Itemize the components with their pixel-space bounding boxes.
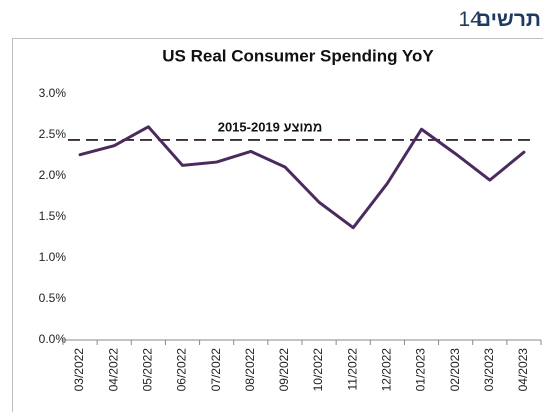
chart-title: US Real Consumer Spending YoY xyxy=(162,46,434,65)
y-tick-label: 2.5% xyxy=(39,127,67,141)
header: תרשים14 xyxy=(459,8,541,31)
x-tick-label: 11/2022 xyxy=(345,348,359,391)
x-tick-label: 05/2022 xyxy=(141,348,155,392)
y-tick-label: 0.0% xyxy=(39,332,67,346)
x-tick-label: 02/2023 xyxy=(448,348,462,392)
y-tick-label: 1.5% xyxy=(39,209,67,223)
x-tick-label: 04/2023 xyxy=(516,348,530,392)
y-tick-label: 1.0% xyxy=(39,250,67,264)
x-tick-label: 06/2022 xyxy=(175,348,189,392)
x-tick-label: 03/2023 xyxy=(482,348,496,392)
x-tick-label: 01/2023 xyxy=(414,348,428,392)
y-tick-label: 2.0% xyxy=(39,168,67,182)
x-tick-label: 08/2022 xyxy=(243,348,257,392)
x-tick-label: 04/2022 xyxy=(106,348,120,392)
x-tick-label: 12/2022 xyxy=(380,348,394,392)
reference-label: ממוצע 2015-2019 xyxy=(218,119,323,134)
header-label: תרשים xyxy=(476,8,541,31)
x-tick-label: 03/2022 xyxy=(72,348,86,392)
y-tick-label: 3.0% xyxy=(39,86,67,100)
x-tick-label: 09/2022 xyxy=(277,348,291,392)
x-tick-label: 07/2022 xyxy=(209,348,223,392)
x-tick-label: 10/2022 xyxy=(311,348,325,392)
y-tick-label: 0.5% xyxy=(39,291,67,305)
